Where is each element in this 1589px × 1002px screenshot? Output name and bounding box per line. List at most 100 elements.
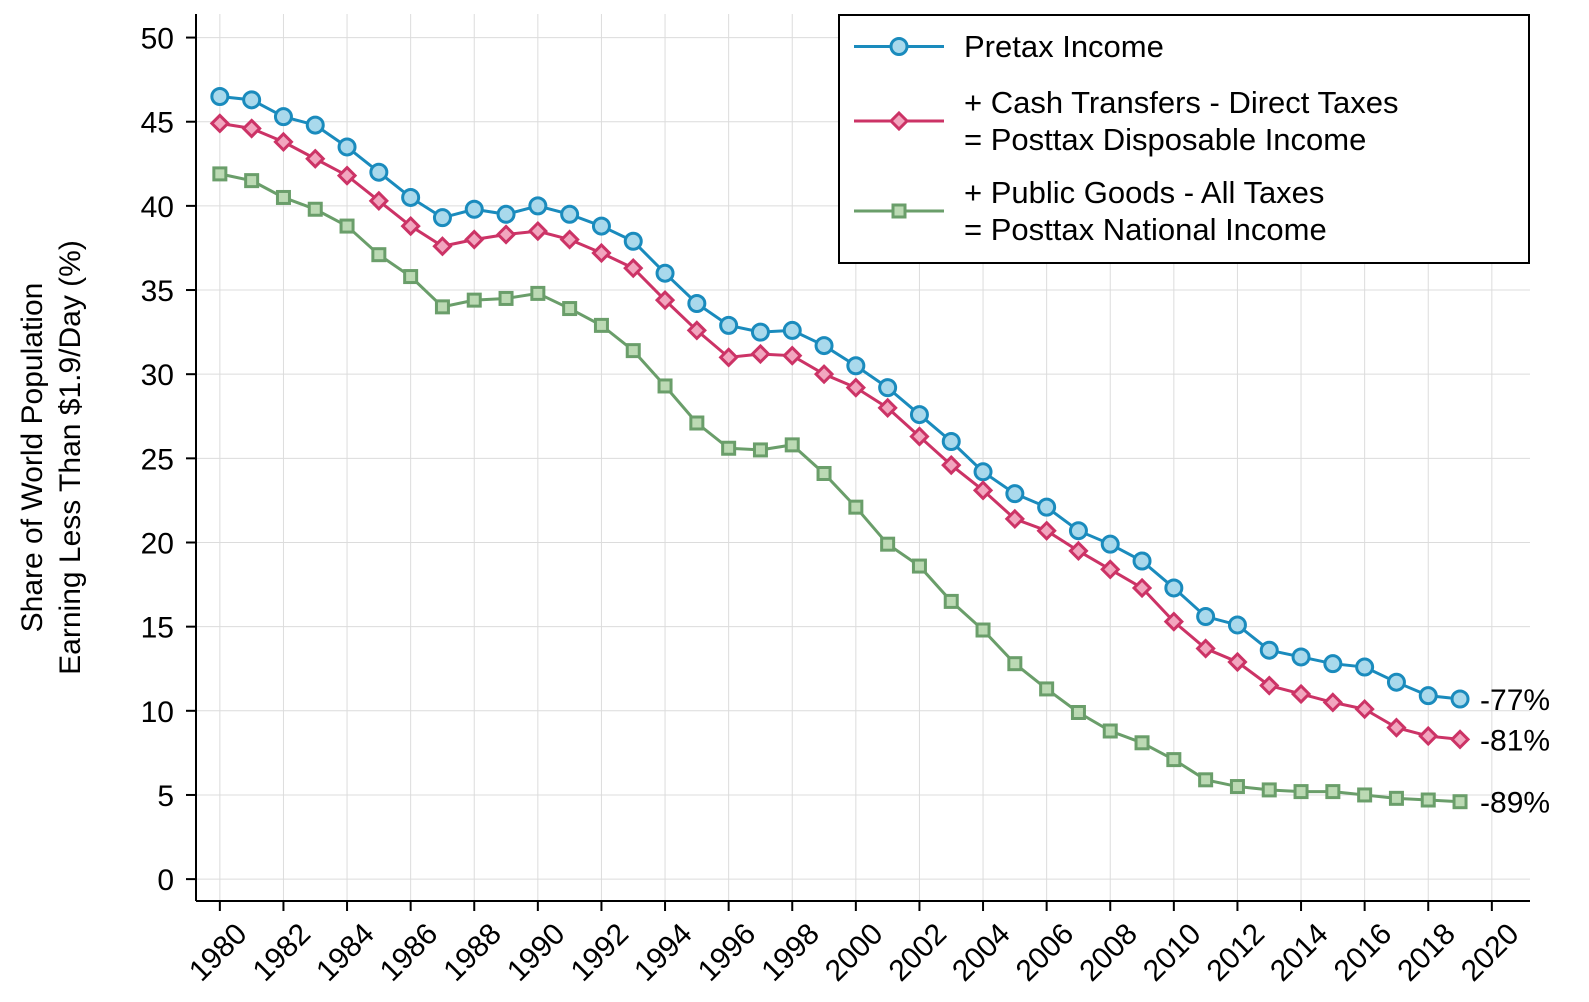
marker bbox=[1325, 784, 1341, 800]
marker bbox=[434, 299, 450, 315]
marker bbox=[1037, 497, 1057, 517]
y-tick-label: 0 bbox=[157, 864, 174, 897]
marker bbox=[943, 593, 959, 609]
marker bbox=[559, 229, 580, 250]
marker bbox=[1227, 615, 1247, 635]
marker bbox=[496, 204, 516, 224]
series-line bbox=[219, 172, 1461, 804]
legend-label: Pretax Income bbox=[964, 29, 1164, 64]
marker bbox=[655, 263, 675, 283]
marker bbox=[1068, 540, 1089, 562]
marker bbox=[1261, 782, 1277, 798]
marker bbox=[307, 201, 323, 217]
marker bbox=[750, 343, 771, 365]
marker bbox=[1227, 651, 1248, 673]
marker bbox=[464, 199, 484, 219]
marker bbox=[909, 405, 929, 425]
x-tick-label: 1986 bbox=[374, 917, 445, 988]
marker bbox=[1388, 790, 1404, 806]
x-tick-label: 2004 bbox=[946, 917, 1017, 988]
marker bbox=[1452, 794, 1468, 810]
y-axis-label: Share of World Population bbox=[16, 283, 49, 633]
x-tick-label: 1994 bbox=[628, 917, 699, 988]
marker bbox=[1005, 484, 1025, 504]
marker bbox=[782, 345, 803, 366]
legend-item: + Cash Transfers - Direct Taxes = Postta… bbox=[840, 84, 1528, 158]
marker bbox=[401, 187, 421, 207]
marker bbox=[721, 440, 737, 456]
marker bbox=[466, 292, 482, 308]
y-tick-label: 30 bbox=[141, 359, 174, 392]
marker bbox=[654, 290, 676, 311]
marker bbox=[527, 221, 548, 242]
marker bbox=[1068, 521, 1088, 541]
marker bbox=[1293, 784, 1309, 800]
marker bbox=[241, 118, 262, 139]
marker bbox=[689, 415, 705, 431]
marker bbox=[1291, 647, 1311, 667]
marker bbox=[845, 377, 866, 398]
marker bbox=[1449, 729, 1471, 750]
marker bbox=[848, 499, 864, 515]
marker bbox=[975, 622, 991, 638]
x-tick-label: 2012 bbox=[1201, 917, 1272, 988]
marker bbox=[400, 215, 421, 237]
marker bbox=[1418, 686, 1438, 706]
x-tick-label: 1990 bbox=[501, 917, 572, 988]
marker bbox=[337, 137, 357, 157]
marker bbox=[1323, 654, 1343, 674]
marker bbox=[909, 426, 930, 447]
marker bbox=[784, 437, 800, 453]
legend: Pretax Income + Cash Transfers - Direct T… bbox=[838, 14, 1530, 264]
marker bbox=[1229, 779, 1245, 795]
marker bbox=[273, 107, 293, 127]
marker bbox=[750, 322, 770, 342]
marker bbox=[623, 231, 643, 251]
x-tick-label: 2000 bbox=[819, 917, 890, 988]
marker bbox=[1163, 611, 1184, 632]
marker bbox=[210, 86, 230, 106]
marker bbox=[1166, 752, 1182, 768]
marker bbox=[464, 229, 485, 250]
marker bbox=[878, 378, 898, 398]
marker bbox=[1131, 577, 1153, 599]
marker bbox=[718, 347, 739, 368]
x-tick-label: 2006 bbox=[1010, 917, 1081, 988]
marker bbox=[1102, 723, 1118, 739]
marker bbox=[273, 131, 294, 153]
marker bbox=[623, 258, 644, 279]
legend-symbol bbox=[854, 37, 944, 56]
legend-symbol bbox=[854, 110, 944, 132]
marker bbox=[1100, 534, 1120, 554]
y-tick-label: 35 bbox=[141, 275, 174, 308]
marker bbox=[1164, 578, 1184, 598]
marker bbox=[686, 320, 707, 341]
marker bbox=[1355, 657, 1375, 677]
marker bbox=[403, 269, 419, 285]
marker bbox=[432, 236, 453, 257]
marker bbox=[242, 90, 262, 110]
x-tick-label: 1980 bbox=[183, 917, 254, 988]
marker bbox=[1354, 699, 1375, 720]
marker bbox=[591, 216, 611, 236]
x-tick-label: 1988 bbox=[437, 917, 508, 988]
marker bbox=[432, 208, 452, 228]
marker bbox=[1070, 704, 1086, 720]
marker bbox=[1290, 683, 1312, 705]
marker bbox=[498, 290, 514, 306]
y-axis-label: Earning Less Than $1.9/Day (%) bbox=[54, 240, 87, 675]
legend-label: + Cash Transfers - Direct Taxes = Postta… bbox=[964, 85, 1399, 157]
annotation: -81% bbox=[1480, 724, 1550, 757]
marker bbox=[368, 190, 389, 211]
series-line bbox=[219, 121, 1461, 741]
marker bbox=[305, 115, 325, 135]
series-line bbox=[219, 94, 1461, 701]
marker bbox=[846, 356, 866, 376]
x-tick-label: 2002 bbox=[883, 917, 954, 988]
y-tick-label: 15 bbox=[141, 612, 174, 645]
marker bbox=[816, 465, 832, 481]
marker bbox=[752, 442, 768, 458]
y-tick-label: 50 bbox=[141, 23, 174, 56]
marker bbox=[336, 165, 358, 186]
